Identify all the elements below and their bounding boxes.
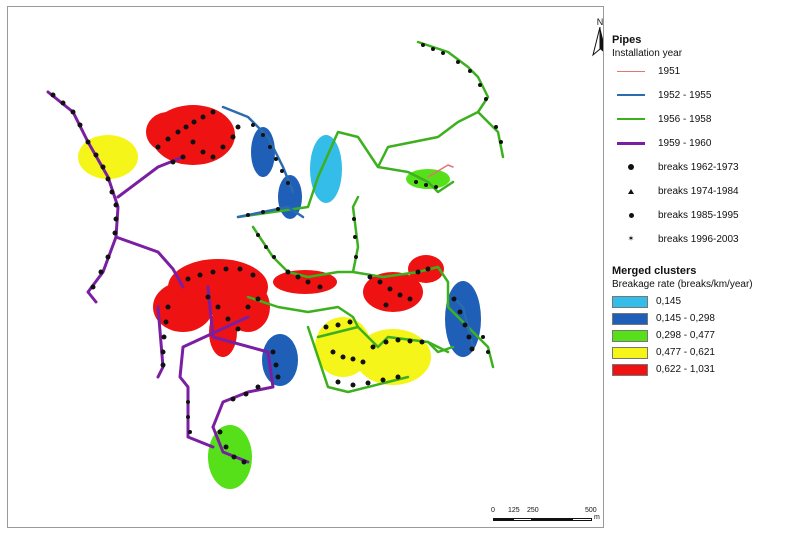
legend-pipe-1959-1960: 1959 - 1960 — [612, 131, 782, 155]
map-legend: Pipes Installation year 1951 1952 - 1955… — [612, 34, 782, 378]
breaks-layer — [50, 43, 503, 465]
pipe-red-1951 — [427, 164, 454, 178]
legend-clusters-title: Merged clusters — [612, 265, 697, 277]
scale-tick-500: 500 — [585, 507, 597, 514]
pipe-green-center-b — [306, 325, 410, 394]
circle-icon — [628, 164, 634, 170]
breaks-blue-east — [451, 296, 490, 354]
scale-bar: 0 125 250 500 m — [491, 507, 601, 527]
legend-clusters-subtitle: Breakage rate (breaks/km/year) — [612, 279, 753, 290]
pipe-purple-south-c — [178, 315, 250, 449]
pipe-green-mid — [251, 195, 360, 279]
triangle-icon — [628, 188, 634, 194]
cluster-blue-east — [445, 281, 481, 357]
star-icon: ✶ — [627, 234, 635, 243]
breaks-green-mid — [256, 217, 358, 290]
cluster-cyan — [310, 135, 342, 203]
pipe-purple-west — [46, 90, 120, 304]
pipe-green-east-b — [426, 340, 455, 354]
cluster-green-ne — [406, 169, 450, 189]
legend-breaks-1985-1995: breaks 1985-1995 — [612, 203, 782, 227]
dot-icon — [628, 212, 634, 218]
breaks-purple-south — [186, 349, 281, 465]
scale-unit: m — [594, 514, 600, 521]
legend-installation-subtitle: Installation year — [612, 48, 683, 59]
legend-pipe-1956-1958: 1956 - 1958 — [612, 107, 782, 131]
cluster-red-center-b — [153, 282, 213, 332]
north-label: N — [596, 17, 604, 27]
pipe-green-north-c — [476, 110, 505, 159]
scale-tick-0: 0 — [491, 507, 495, 514]
pipe-blue-north — [221, 105, 295, 194]
map-canvas — [46, 40, 505, 489]
pipe-green-center — [246, 295, 360, 329]
legend-cluster-4: 0,622 - 1,031 — [612, 361, 782, 378]
breaks-blue-north — [246, 123, 290, 217]
pipe-purple-south-d — [211, 425, 250, 464]
breaks-yellow-center — [323, 319, 425, 388]
breaks-green-ne — [414, 43, 503, 189]
legend-cluster-1: 0,145 - 0,298 — [612, 310, 782, 327]
breaks-red-center — [160, 266, 261, 368]
legend-cluster-0: 0,145 — [612, 293, 782, 310]
legend-cluster-3: 0,477 - 0,621 — [612, 344, 782, 361]
north-arrow-icon — [592, 26, 603, 57]
north-arrow: N — [592, 17, 604, 59]
legend-pipe-1952-1955: 1952 - 1955 — [612, 83, 782, 107]
scale-tick-250: 250 — [527, 507, 539, 514]
pipe-green-north — [236, 130, 455, 219]
pipe-green-north-b — [376, 40, 490, 169]
pipe-purple-west-b — [114, 235, 185, 289]
legend-cluster-2: 0,298 - 0,477 — [612, 327, 782, 344]
breaks-red-east — [367, 266, 431, 308]
cluster-red-north-b — [146, 112, 190, 152]
pipe-layer — [46, 40, 505, 464]
breaks-purple-west — [50, 92, 119, 290]
legend-pipes-title: Pipes — [612, 34, 642, 46]
pipe-blue-mid — [236, 205, 305, 219]
legend-breaks-1974-1984: breaks 1974-1984 — [612, 179, 782, 203]
pipe-purple-south-b — [206, 285, 275, 429]
breaks-red-north — [155, 109, 241, 165]
legend-pipe-1951: 1951 — [612, 59, 782, 83]
cluster-yellow-west — [78, 135, 138, 179]
map-frame: N 0 125 250 500 m — [7, 6, 604, 528]
legend-breaks-1996-2003: ✶ breaks 1996-2003 — [627, 233, 739, 245]
legend-breaks-1962-1973: breaks 1962-1973 — [612, 155, 782, 179]
scale-tick-125: 125 — [508, 507, 520, 514]
